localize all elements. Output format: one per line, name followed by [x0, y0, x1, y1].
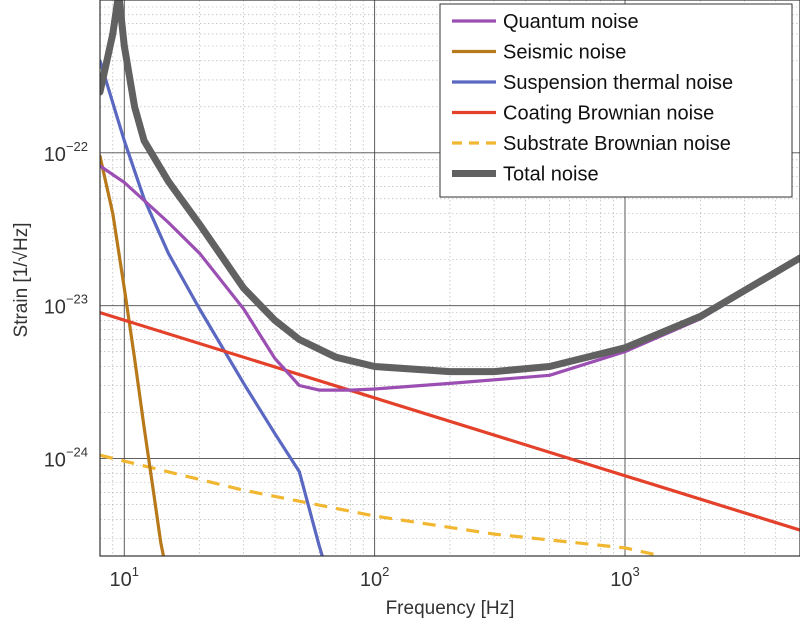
- legend: Quantum noise Seismic noise Suspension the…: [439, 3, 793, 198]
- legend-label: Suspension thermal noise: [503, 72, 733, 94]
- y-tick-label: 10−23: [44, 292, 88, 319]
- series-line-total-noise: [100, 0, 800, 376]
- legend-box: [439, 3, 793, 198]
- series-line-seismic-noise: [100, 154, 166, 556]
- legend-label: Total noise: [503, 164, 599, 186]
- y-tick-label: 10−24: [44, 444, 88, 471]
- series-line-substrate-brownian-noise: [100, 453, 662, 556]
- x-tick-label: 103: [610, 564, 639, 591]
- series-line-quantum-noise: [100, 164, 800, 392]
- plot-frame: [99, 0, 800, 557]
- y-tick-labels: 10−22 10−23 10−24: [44, 139, 88, 472]
- series-line-suspension-thermal-noise: [100, 59, 324, 556]
- legend-label: Coating Brownian noise: [503, 103, 714, 125]
- legend-label: Seismic noise: [503, 42, 626, 64]
- x-tick-label: 101: [110, 564, 139, 591]
- legend-label: Substrate Brownian noise: [503, 133, 731, 155]
- x-tick-label: 102: [360, 564, 389, 591]
- series-line-coating-brownian-noise: [100, 311, 800, 532]
- x-tick-labels: 101 102 103: [110, 564, 640, 591]
- series-layer: [100, 0, 800, 556]
- y-tick-label: 10−22: [44, 139, 88, 166]
- x-axis-label: Frequency [Hz]: [386, 598, 515, 619]
- y-axis-label: Strain [1/√Hz]: [11, 223, 32, 338]
- legend-label: Quantum noise: [503, 11, 639, 33]
